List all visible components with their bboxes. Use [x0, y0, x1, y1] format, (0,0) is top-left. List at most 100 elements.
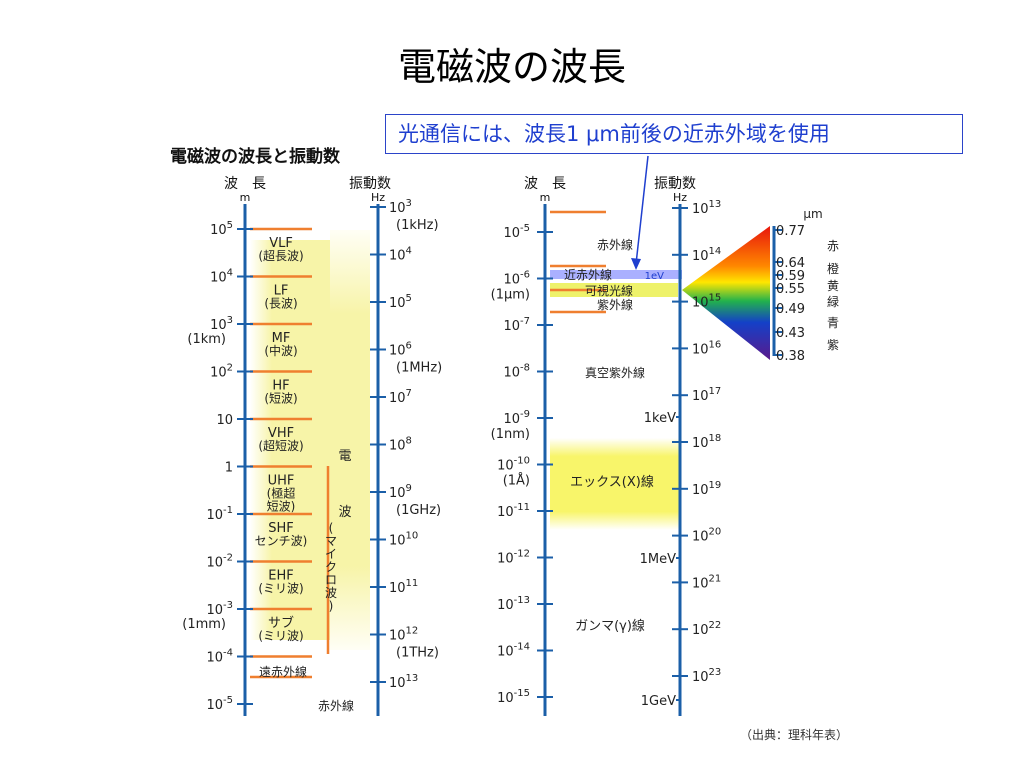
spectrum-unit: μm: [803, 207, 822, 221]
diagram-heading: 電磁波の波長と振動数: [170, 147, 340, 167]
left-wavelength-tick-label: 102: [210, 363, 233, 381]
spectrum-wavelength: 0.55: [776, 282, 805, 297]
near-infrared-label: 近赤外線: [564, 267, 612, 282]
left-frequency-tick-label: 108: [389, 436, 412, 454]
radio-band-highlight: [250, 240, 338, 640]
spectrum-wavelength: 0.43: [776, 326, 805, 341]
right-wavelength-tick-label: 10-10: [497, 456, 530, 474]
left-frequency-unit: Hz: [371, 191, 385, 204]
radio-band-highlight-2: [330, 230, 370, 650]
source-note: （出典：理科年表）: [740, 728, 849, 742]
right-frequency-tick-label: 1013: [692, 199, 721, 217]
vacuum-uv-label: 真空紫外線: [585, 365, 645, 380]
microwave-char: ): [329, 599, 334, 613]
spectrum-color-name: 橙: [827, 261, 839, 276]
left-frequency-tick-note: (1THz): [396, 646, 439, 661]
energy-label: 1MeV: [640, 552, 676, 567]
left-wavelength-tick-label: 10-2: [206, 553, 233, 571]
band-label-sub2: 短波): [267, 500, 296, 514]
right-wavelength-tick-note: (1μm): [491, 288, 530, 303]
band-label: サブ: [268, 615, 294, 631]
right-wavelength-unit: m: [540, 191, 551, 204]
gamma-label: ガンマ(γ)線: [575, 618, 645, 634]
band-label: EHF: [268, 569, 293, 584]
left-frequency-tick-label: 105: [389, 293, 412, 311]
right-frequency-tick-label: 1019: [692, 480, 721, 498]
xray-band: [550, 438, 680, 530]
left-wavelength-tick-label: 10-1: [206, 505, 233, 523]
right-wavelength-tick-label: 10-15: [497, 688, 530, 706]
left-frequency-tick-note: (1MHz): [396, 361, 442, 376]
right-wavelength-tick-label: 10-8: [503, 363, 530, 381]
spectrum-wavelength: 0.77: [776, 224, 805, 239]
xray-label: エックス(X)線: [570, 474, 654, 490]
left-wavelength-tick-label: 10-5: [206, 695, 233, 713]
right-frequency-tick-label: 1018: [692, 433, 721, 451]
band-label-sub: (短波): [264, 392, 297, 406]
right-frequency-tick-label: 1022: [692, 620, 721, 638]
right-frequency-tick-label: 1017: [692, 386, 721, 404]
band-label: LF: [274, 284, 289, 299]
spectrum-color-name: 緑: [827, 294, 839, 309]
band-label: VLF: [269, 236, 293, 251]
spectrum-color-name: 紫: [827, 338, 839, 352]
band-label: HF: [272, 379, 289, 394]
right-frequency-tick-label: 1015: [692, 293, 721, 311]
ultraviolet-label: 紫外線: [597, 297, 633, 312]
band-label-sub: センチ波): [255, 534, 308, 548]
radio-wave-char: 電: [338, 449, 351, 464]
right-wavelength-tick-label: 10-9: [503, 409, 530, 427]
left-frequency-header: 振動数: [349, 176, 391, 192]
right-wavelength-tick-label: 10-7: [503, 316, 530, 334]
band-label: UHF: [268, 474, 295, 489]
spectrum-wavelength: 0.64: [776, 256, 805, 271]
left-frequency-tick-label: 106: [389, 341, 412, 359]
left-frequency-tick-note: (1kHz): [396, 218, 439, 233]
microwave-char: イ: [325, 547, 337, 561]
page-title: 電磁波の波長: [397, 45, 626, 89]
far-infrared-label: 遠赤外線: [259, 664, 307, 679]
infrared-label: 赤外線: [597, 237, 633, 252]
right-wavelength-tick-note: (1nm): [491, 427, 530, 442]
band-label: MF: [272, 331, 291, 346]
left-frequency-tick-label: 1011: [389, 578, 418, 596]
right-frequency-header: 振動数: [654, 176, 696, 192]
band-label-sub: (中波): [264, 343, 297, 358]
left-wavelength-tick-note: (1mm): [182, 617, 226, 632]
visible-label: 可視光線: [585, 283, 633, 298]
left-wavelength-tick-label: 10-3: [206, 600, 233, 618]
left-frequency-tick-label: 103: [389, 198, 412, 216]
microwave-char: ロ: [325, 573, 337, 587]
left-wavelength-header: 波 長: [224, 176, 266, 192]
band-label-sub: (ミリ波): [258, 629, 303, 643]
band-label-sub: (極超: [267, 486, 296, 501]
energy-label: 1eV: [645, 271, 665, 282]
band-label: VHF: [268, 426, 294, 441]
callout-box: 光通信には、波長1 μm前後の近赤外域を使用: [385, 114, 963, 154]
spectrum-color-name: 赤: [827, 239, 839, 253]
spectrum-color-name: 黄: [827, 279, 839, 293]
visible-band: [550, 283, 678, 297]
band-label-sub: (長波): [264, 297, 297, 311]
radio-wave-char: 波: [338, 505, 351, 520]
energy-label: 1keV: [644, 411, 676, 426]
right-frequency-tick-label: 1016: [692, 339, 721, 357]
left-wavelength-tick-label: 103: [210, 315, 233, 333]
microwave-char: ク: [325, 560, 337, 574]
right-wavelength-tick-label: 10-11: [497, 502, 530, 520]
left-frequency-tick-label: 1010: [389, 531, 418, 549]
right-wavelength-tick-label: 10-14: [497, 642, 530, 660]
left-frequency-tick-label: 1012: [389, 626, 418, 644]
right-wavelength-tick-note: (1Å): [503, 473, 530, 489]
left-frequency-tick-note: (1GHz): [396, 503, 441, 518]
spectrum-wavelength: 0.59: [776, 269, 805, 284]
visible-spectrum-fan: [682, 226, 770, 360]
energy-label: 1GeV: [641, 694, 676, 709]
left-wavelength-tick-note: (1km): [187, 332, 226, 347]
callout-arrow: [635, 155, 649, 265]
right-wavelength-tick-label: 10-5: [503, 223, 530, 241]
spectrum-wavelength: 0.38: [776, 349, 805, 364]
left-frequency-tick-label: 109: [389, 483, 412, 501]
